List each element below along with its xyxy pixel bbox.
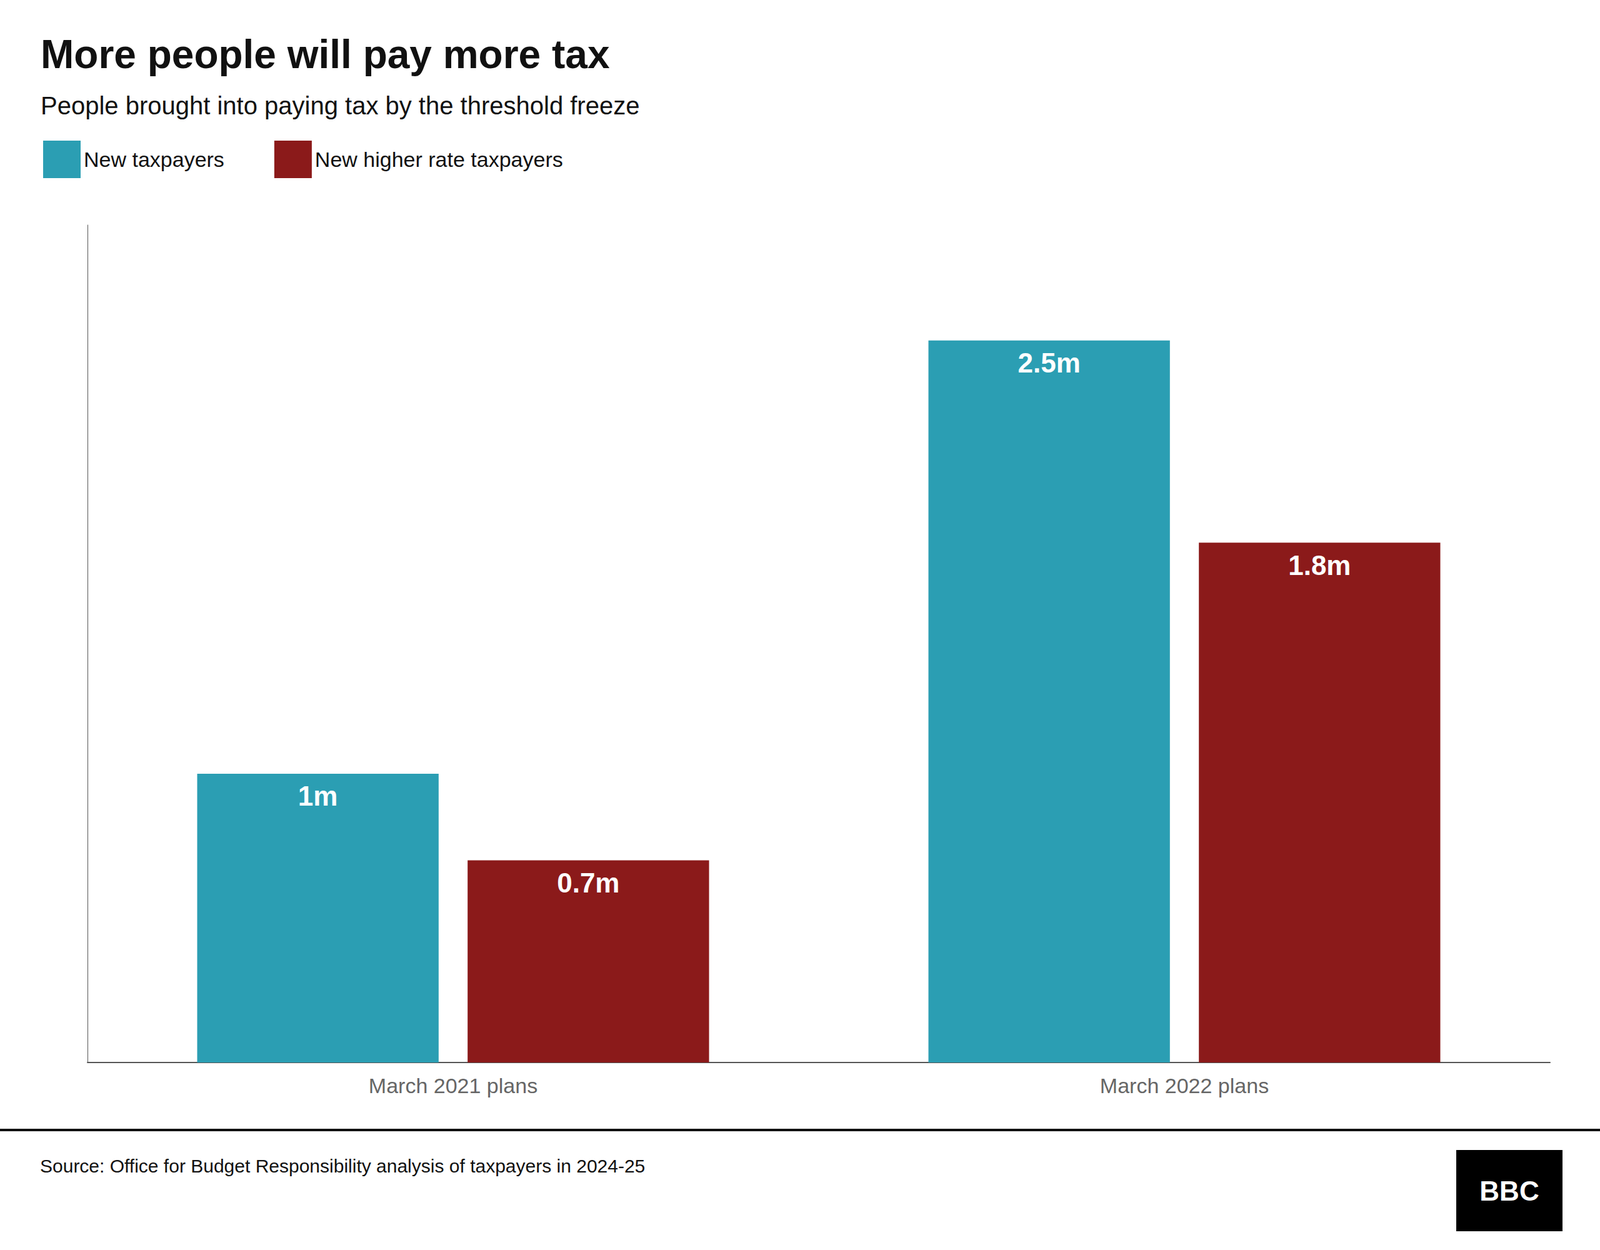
svg-text:New higher rate taxpayers: New higher rate taxpayers xyxy=(315,147,564,172)
svg-text:New taxpayers: New taxpayers xyxy=(83,147,225,172)
svg-text:BBC: BBC xyxy=(1479,1175,1539,1207)
svg-text:Source: Office for Budget Resp: Source: Office for Budget Responsibility… xyxy=(40,1155,645,1177)
svg-text:March 2021 plans: March 2021 plans xyxy=(368,1073,538,1098)
svg-text:1.8m: 1.8m xyxy=(1288,550,1351,581)
svg-text:People brought into paying tax: People brought into paying tax by the th… xyxy=(40,91,640,120)
svg-text:2.5m: 2.5m xyxy=(1018,347,1081,379)
svg-text:0.7m: 0.7m xyxy=(556,867,620,899)
svg-text:More people will pay more tax: More people will pay more tax xyxy=(40,31,610,77)
svg-text:1m: 1m xyxy=(298,780,339,812)
svg-text:March 2022 plans: March 2022 plans xyxy=(1100,1073,1269,1098)
